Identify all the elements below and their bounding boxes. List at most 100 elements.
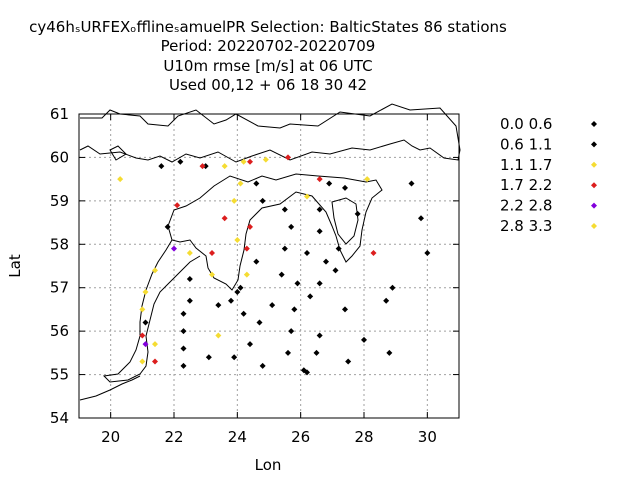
data-point	[313, 349, 320, 356]
data-point	[164, 223, 171, 230]
data-point	[215, 302, 222, 309]
data-point	[171, 245, 177, 252]
data-point	[209, 249, 215, 256]
coastline-map	[79, 103, 461, 401]
data-point	[247, 223, 253, 230]
y-tick-label: 58	[50, 235, 69, 253]
data-point	[316, 228, 323, 235]
coastline-finland	[79, 103, 461, 163]
data-point	[304, 193, 310, 200]
data-point	[364, 176, 371, 183]
x-tick-label: 28	[354, 428, 373, 446]
data-point	[256, 319, 263, 326]
data-point	[316, 332, 323, 339]
data-points	[117, 154, 431, 376]
data-point	[307, 293, 314, 300]
data-point	[259, 362, 266, 369]
y-tick-label: 59	[50, 192, 69, 210]
legend-label: 1.1 1.7	[500, 156, 552, 174]
data-point	[243, 245, 250, 252]
legend-label: 1.7 2.2	[500, 176, 552, 194]
legend-marker	[591, 182, 597, 189]
data-point	[304, 249, 310, 256]
plot-frame	[78, 113, 460, 419]
data-point	[177, 158, 184, 165]
data-point	[180, 310, 187, 317]
y-axis-label: Lat	[6, 254, 24, 278]
data-point	[332, 267, 339, 274]
y-tick-label: 54	[50, 409, 69, 427]
data-point	[139, 332, 146, 339]
data-point	[304, 369, 310, 376]
legend-marker	[591, 202, 597, 209]
data-point	[424, 249, 431, 256]
x-axis-label: Lon	[255, 456, 282, 474]
data-point	[237, 180, 244, 187]
chart-title: cy46hₛURFEXₒfflineₛamuelPR Selection: Ba…	[29, 18, 507, 94]
legend-marker	[591, 223, 597, 229]
title-line-3: U10m rmse [m/s] at 06 UTC	[163, 57, 372, 75]
legend-marker	[591, 121, 597, 127]
x-tick-label: 26	[291, 428, 310, 446]
data-point	[142, 289, 149, 296]
coastline-saaremaa	[109, 145, 127, 161]
data-point	[259, 197, 266, 204]
grid	[79, 113, 459, 419]
legend-label: 0.0 0.6	[500, 115, 552, 133]
data-point	[269, 302, 276, 309]
data-point	[288, 328, 295, 335]
data-point	[386, 349, 393, 356]
data-point	[342, 306, 348, 313]
coastline-estonia	[167, 173, 383, 291]
data-point	[342, 184, 348, 191]
y-tick-label: 57	[50, 279, 69, 297]
legend-label: 2.2 2.8	[500, 197, 552, 215]
data-point	[174, 202, 181, 209]
data-point	[262, 156, 269, 163]
data-point	[326, 180, 333, 187]
axes: 20 22 24 26 28 30 54 55 56 57 58 59 60 61	[50, 105, 459, 446]
data-point	[186, 249, 193, 256]
data-point	[247, 341, 253, 348]
x-tick-label: 22	[164, 428, 183, 446]
data-point	[234, 289, 241, 296]
data-point	[231, 354, 238, 361]
data-point	[253, 180, 260, 187]
title-line-2: Period: 20220702-20220709	[161, 37, 376, 55]
data-point	[288, 223, 295, 230]
data-point	[237, 284, 244, 291]
title-line-4: Used 00,12 + 06 18 30 42	[169, 76, 367, 94]
x-tick-label: 24	[228, 428, 247, 446]
x-tick-label: 20	[101, 428, 120, 446]
data-point	[291, 306, 298, 313]
data-point	[323, 258, 329, 265]
data-point	[278, 271, 285, 278]
data-point	[335, 245, 342, 252]
y-tick-label: 55	[50, 366, 69, 384]
coastline-latvia-lithuania	[102, 239, 201, 383]
data-point	[285, 154, 291, 161]
data-point	[316, 280, 323, 287]
data-point	[139, 358, 146, 365]
data-point	[228, 297, 234, 304]
y-tick-label: 60	[50, 148, 69, 166]
data-point	[142, 319, 149, 326]
data-point	[383, 297, 390, 304]
data-point	[247, 158, 253, 165]
data-point	[285, 349, 291, 356]
data-point	[180, 345, 187, 352]
data-point	[221, 215, 228, 222]
data-point	[345, 358, 352, 365]
legend-label: 2.8 3.3	[500, 217, 552, 235]
data-point	[152, 341, 158, 348]
data-point	[205, 354, 212, 361]
data-point	[253, 258, 260, 265]
x-tick-label: 30	[418, 428, 437, 446]
data-point	[316, 206, 323, 213]
coastline-lake-peipus	[331, 197, 359, 245]
legend-marker	[591, 161, 597, 168]
data-point	[361, 336, 367, 343]
data-point	[240, 158, 247, 165]
data-point	[389, 284, 396, 291]
